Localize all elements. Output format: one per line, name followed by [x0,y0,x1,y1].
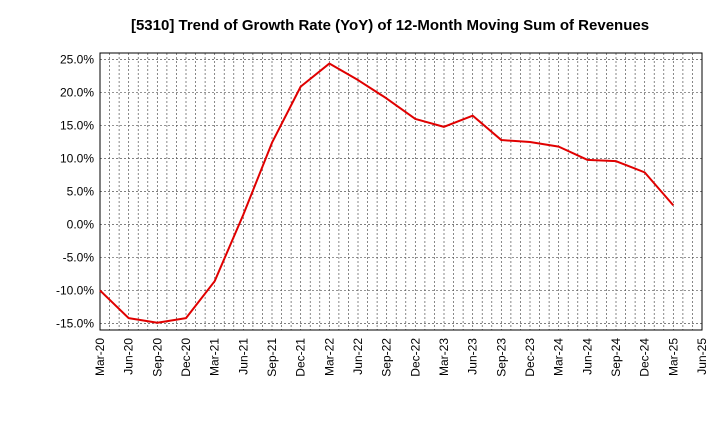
x-tick-label: Mar-24 [552,338,566,376]
y-tick-label: -10.0% [56,283,94,297]
x-tick-label: Mar-21 [208,338,222,376]
x-tick-label: Sep-20 [150,338,164,377]
x-tick-label: Dec-23 [523,338,537,377]
y-tick-label: 15.0% [60,119,94,133]
grid [100,53,702,330]
x-tick-label: Dec-20 [179,338,193,377]
y-tick-label: 20.0% [60,86,94,100]
x-tick-label: Mar-23 [437,338,451,376]
x-tick-label: Jun-24 [580,338,594,375]
x-tick-label: Dec-22 [408,338,422,377]
x-tick-label: Sep-23 [494,338,508,377]
x-tick-label: Jun-21 [236,338,250,375]
x-tick-label: Sep-24 [609,338,623,377]
x-tick-label: Jun-20 [122,338,136,375]
y-axis-ticks: 25.0% 20.0% 15.0% 10.0% 5.0% 0.0% -5.0% -10.0% -… [56,53,94,331]
x-axis-ticks: Mar-20 Jun-20 Sep-20 Dec-20 Mar-21 Jun-21 Sep-… [93,338,709,377]
y-tick-label: 10.0% [60,152,94,166]
x-tick-label: Mar-25 [666,338,680,376]
x-tick-label: Sep-21 [265,338,279,377]
x-tick-label: Mar-20 [93,338,107,376]
y-tick-label: 25.0% [60,53,94,67]
x-tick-label: Jun-23 [466,338,480,375]
y-tick-label: 0.0% [67,217,95,231]
x-tick-label: Jun-22 [351,338,365,375]
x-tick-label: Dec-21 [294,338,308,377]
chart-title: [5310] Trend of Growth Rate (YoY) of 12-… [131,17,649,34]
series [99,62,675,324]
y-tick-label: -5.0% [63,250,95,264]
x-tick-label: Jun-25 [695,338,709,375]
plot-area [99,52,703,331]
x-tick-label: Sep-22 [380,338,394,377]
x-tick-label: Dec-24 [638,338,652,377]
x-tick-label: Mar-22 [322,338,336,376]
y-tick-label: 5.0% [67,185,95,199]
y-tick-label: -15.0% [56,316,94,330]
